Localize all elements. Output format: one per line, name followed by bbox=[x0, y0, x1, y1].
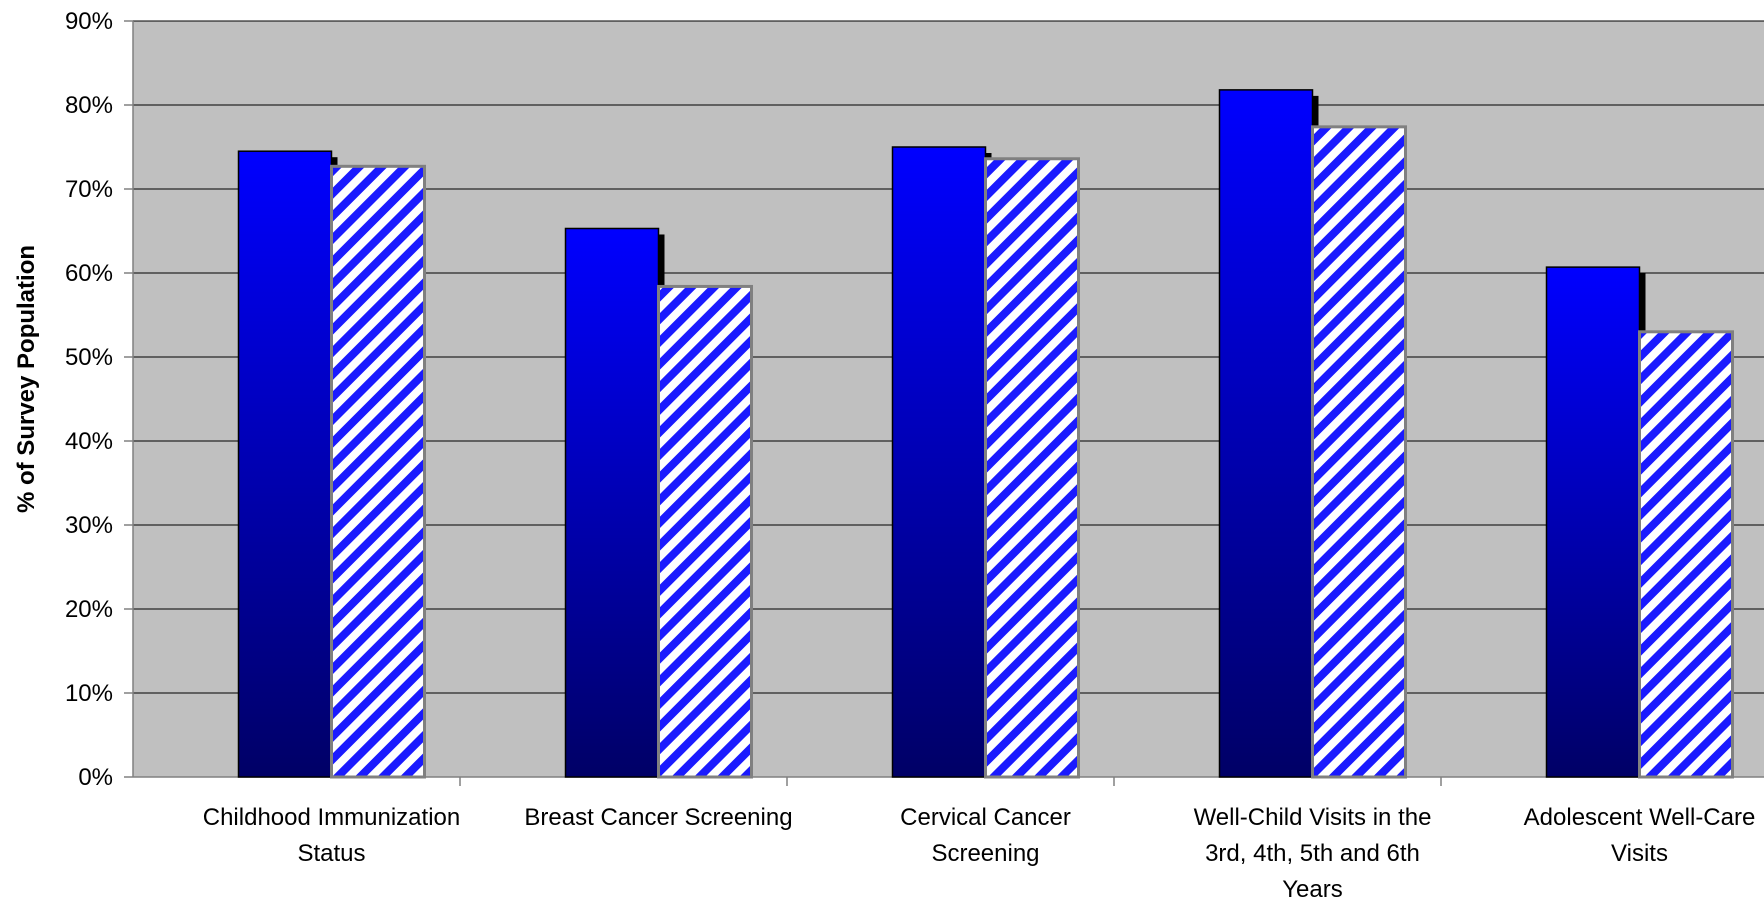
y-tick-label: 60% bbox=[65, 260, 113, 287]
bar-series-1 bbox=[237, 150, 333, 778]
y-tick-label: 30% bbox=[65, 512, 113, 539]
y-tick-label: 70% bbox=[65, 176, 113, 203]
bar-series-1 bbox=[1218, 89, 1314, 778]
x-category-label-line: Childhood Immunization bbox=[203, 804, 460, 831]
x-category-label-line: Years bbox=[1282, 876, 1343, 903]
bar-series-2 bbox=[1638, 330, 1734, 779]
y-axis-title: % of Survey Population bbox=[13, 245, 40, 513]
bar-series-2 bbox=[657, 284, 753, 779]
x-category-label: Adolescent Well-Care Visits bbox=[1524, 804, 1756, 867]
x-category-label: Breast Cancer Screening bbox=[524, 804, 792, 831]
bar-series-1 bbox=[564, 227, 660, 778]
x-category-label-line: Adolescent Well-Care bbox=[1524, 804, 1756, 831]
x-category-label: Well-Child Visits in the 3rd, 4th, 5th an… bbox=[1194, 804, 1432, 903]
x-category-label: Childhood Immunization Status bbox=[203, 804, 460, 867]
bar-series-1 bbox=[1545, 266, 1641, 778]
x-category-label-line: Screening bbox=[931, 840, 1039, 867]
y-tick-label: 10% bbox=[65, 680, 113, 707]
x-category-label-line: Breast Cancer Screening bbox=[524, 804, 792, 831]
bar-series-2 bbox=[984, 157, 1080, 779]
x-category-label-line: 3rd, 4th, 5th and 6th bbox=[1205, 840, 1420, 867]
y-tick-label: 90% bbox=[65, 8, 113, 35]
bar-series-1 bbox=[891, 146, 987, 778]
bar-series-2 bbox=[1311, 125, 1407, 779]
x-category-label-line: Status bbox=[297, 840, 365, 867]
y-tick-label: 80% bbox=[65, 92, 113, 119]
y-tick-label: 0% bbox=[78, 764, 113, 791]
x-category-label-line: Visits bbox=[1611, 840, 1668, 867]
bar-series-2 bbox=[330, 164, 426, 779]
y-tick-label: 50% bbox=[65, 344, 113, 371]
y-tick-label: 40% bbox=[65, 428, 113, 455]
x-category-label: Cervical Cancer Screening bbox=[900, 804, 1071, 867]
y-tick-label: 20% bbox=[65, 596, 113, 623]
x-category-label-line: Well-Child Visits in the bbox=[1194, 804, 1432, 831]
x-category-label-line: Cervical Cancer bbox=[900, 804, 1071, 831]
